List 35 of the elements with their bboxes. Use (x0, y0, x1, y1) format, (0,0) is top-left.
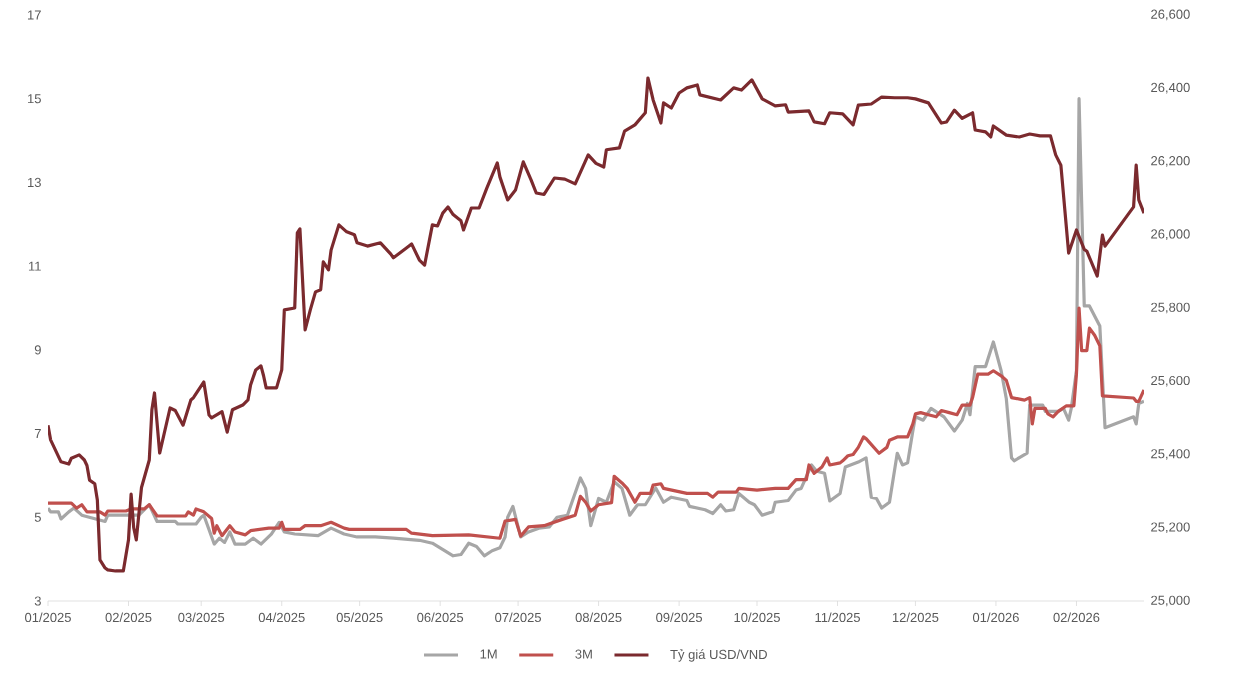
y-tick-label: 11 (28, 261, 41, 271)
y2-tick-label: 25,600 (1151, 375, 1190, 387)
y2-tick-label: 25,000 (1151, 595, 1190, 607)
legend-label: Tỷ giá USD/VND (670, 649, 767, 662)
x-tick-label: 04/2025 (258, 612, 305, 623)
x-tick-label: 02/2026 (1053, 612, 1100, 623)
y-tick-label: 7 (34, 429, 41, 439)
y-tick-label: 13 (27, 177, 41, 188)
x-tick-label: 09/2025 (656, 612, 703, 623)
x-tick-label: 10/2025 (734, 612, 780, 623)
x-tick-label: 07/2025 (495, 612, 542, 623)
y-tick-label: 5 (34, 512, 41, 522)
x-tick-label: 01/2026 (972, 612, 1019, 623)
y-tick-label: 9 (34, 345, 41, 355)
x-tick-label: 05/2025 (336, 612, 383, 623)
legend-label: 1M (480, 649, 497, 659)
y2-tick-label: 25,400 (1151, 449, 1190, 460)
legend-label: 3M (575, 649, 592, 659)
x-tick-label: 08/2025 (575, 612, 622, 623)
y-tick-label: 17 (27, 10, 41, 20)
y-tick-label: 3 (34, 596, 41, 606)
x-tick-label: 01/2025 (25, 612, 71, 623)
y2-tick-label: 26,600 (1151, 9, 1190, 21)
x-tick-label: 06/2025 (417, 612, 464, 623)
y2-tick-label: 25,800 (1151, 302, 1190, 314)
y-tick-label: 15 (27, 94, 41, 104)
x-tick-label: 03/2025 (178, 612, 225, 623)
line-series (48, 306, 1144, 540)
y2-tick-label: 26,000 (1151, 229, 1190, 241)
x-tick-label: 12/2025 (892, 612, 939, 623)
x-tick-label: 02/2025 (105, 612, 152, 623)
x-tick-label: 11/2025 (815, 612, 860, 623)
y2-tick-label: 26,400 (1151, 82, 1190, 94)
y2-tick-label: 25,200 (1151, 522, 1190, 534)
y2-tick-label: 26,200 (1151, 156, 1190, 167)
